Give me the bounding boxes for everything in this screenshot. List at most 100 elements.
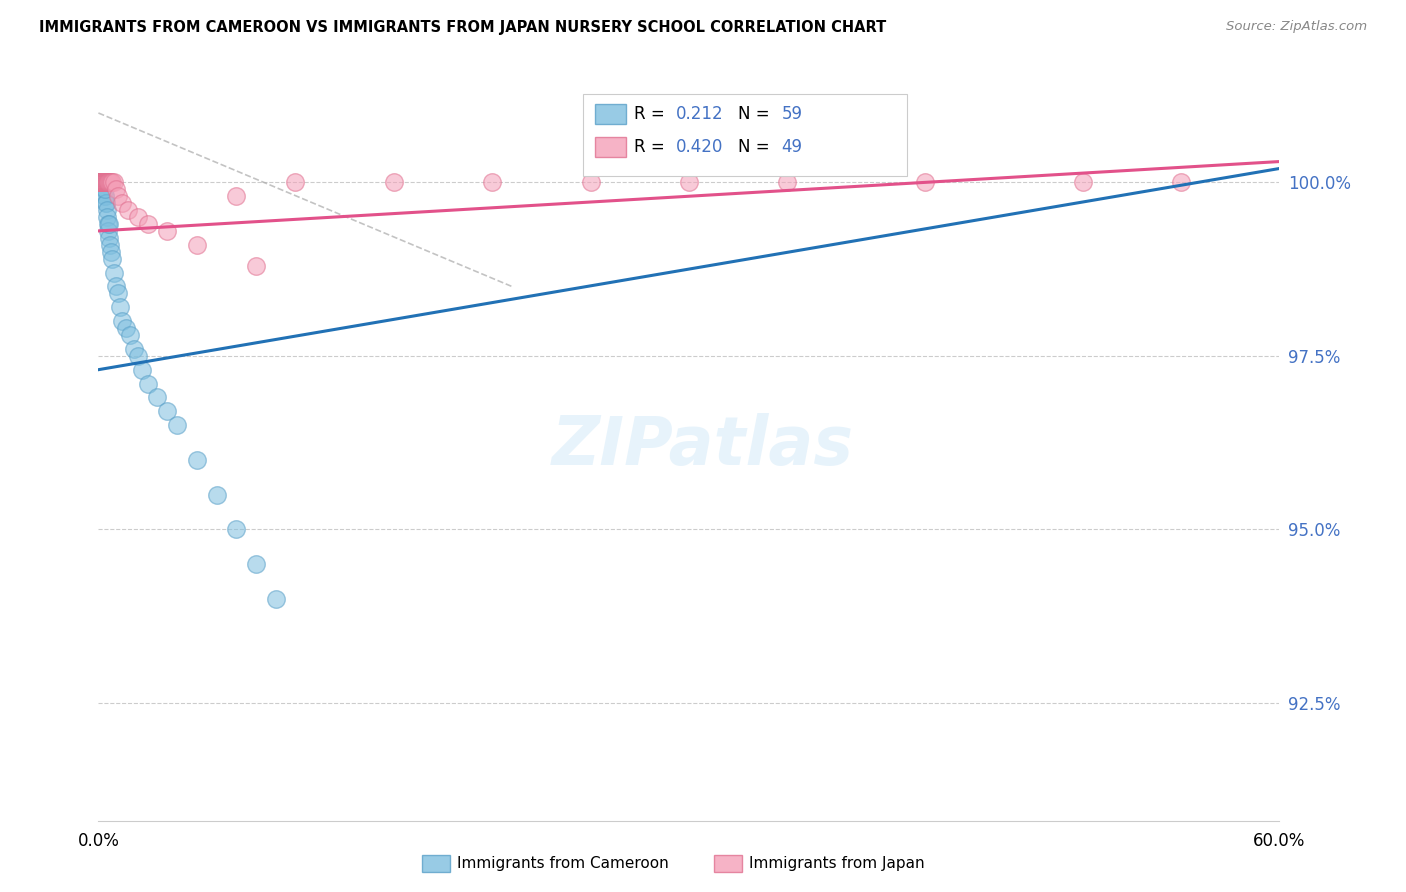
Point — [98, 175, 121, 189]
Point — [96, 203, 118, 218]
Point — [111, 314, 134, 328]
Point — [96, 175, 118, 189]
Point — [90, 175, 112, 189]
Point — [91, 175, 114, 189]
Point — [103, 266, 125, 280]
Text: ZIPatlas: ZIPatlas — [553, 413, 853, 479]
Point — [90, 175, 112, 189]
Point — [89, 175, 111, 189]
Point — [100, 244, 122, 259]
Point — [89, 175, 111, 189]
Point — [118, 328, 141, 343]
Point — [98, 231, 121, 245]
Point — [89, 175, 111, 189]
Point — [1170, 175, 1192, 189]
Point — [382, 175, 405, 189]
Point — [127, 349, 149, 363]
Text: 0.420: 0.420 — [676, 138, 724, 156]
Point — [678, 175, 700, 189]
Point — [100, 175, 122, 189]
Point — [90, 175, 112, 189]
Point — [89, 175, 111, 189]
Text: 59: 59 — [782, 105, 803, 123]
Point — [186, 237, 208, 252]
Point — [107, 189, 129, 203]
Point — [93, 175, 115, 189]
Point — [93, 175, 115, 189]
Point — [90, 175, 112, 189]
Point — [90, 175, 112, 189]
Point — [89, 175, 111, 189]
Point — [96, 196, 118, 211]
Point — [93, 175, 115, 189]
Point — [90, 175, 112, 189]
Point — [107, 286, 129, 301]
Point — [101, 252, 124, 266]
Point — [186, 453, 208, 467]
Point — [94, 189, 117, 203]
Point — [136, 376, 159, 391]
Point — [89, 175, 111, 189]
Point — [105, 182, 128, 196]
Text: N =: N = — [738, 138, 775, 156]
Point — [115, 321, 138, 335]
Point — [91, 175, 114, 189]
Point — [89, 175, 111, 189]
Point — [131, 362, 153, 376]
Point — [166, 418, 188, 433]
Point — [93, 175, 115, 189]
Point — [776, 175, 799, 189]
Point — [90, 175, 112, 189]
Point — [97, 217, 120, 231]
Point — [97, 217, 120, 231]
Point — [96, 175, 118, 189]
Point — [91, 175, 114, 189]
Point — [93, 175, 115, 189]
Point — [91, 175, 114, 189]
Text: R =: R = — [634, 138, 671, 156]
Point — [94, 175, 117, 189]
Point — [93, 175, 115, 189]
Point — [91, 175, 114, 189]
Point — [245, 259, 267, 273]
Point — [93, 175, 115, 189]
Text: R =: R = — [634, 105, 671, 123]
Point — [96, 175, 118, 189]
Point — [264, 591, 287, 606]
Text: Immigrants from Cameroon: Immigrants from Cameroon — [457, 856, 669, 871]
Point — [91, 175, 114, 189]
Point — [156, 224, 179, 238]
Point — [117, 203, 139, 218]
Text: Immigrants from Japan: Immigrants from Japan — [749, 856, 925, 871]
Point — [284, 175, 307, 189]
Point — [122, 342, 145, 356]
Point — [97, 175, 120, 189]
Point — [156, 404, 179, 418]
Point — [89, 175, 111, 189]
Point — [91, 175, 114, 189]
Point — [93, 175, 115, 189]
Point — [1071, 175, 1094, 189]
Point — [97, 224, 120, 238]
Point — [481, 175, 503, 189]
Point — [98, 237, 121, 252]
Point — [94, 196, 117, 211]
Point — [94, 175, 117, 189]
Point — [90, 175, 112, 189]
Point — [146, 391, 169, 405]
Point — [914, 175, 936, 189]
Point — [89, 175, 111, 189]
Point — [91, 175, 114, 189]
Point — [93, 189, 115, 203]
Point — [111, 196, 134, 211]
Text: Source: ZipAtlas.com: Source: ZipAtlas.com — [1226, 20, 1367, 33]
Point — [93, 175, 115, 189]
Point — [579, 175, 602, 189]
Text: N =: N = — [738, 105, 775, 123]
Point — [94, 182, 117, 196]
Point — [89, 175, 111, 189]
Point — [103, 175, 125, 189]
Text: 0.212: 0.212 — [676, 105, 724, 123]
Point — [98, 175, 121, 189]
Point — [91, 175, 114, 189]
